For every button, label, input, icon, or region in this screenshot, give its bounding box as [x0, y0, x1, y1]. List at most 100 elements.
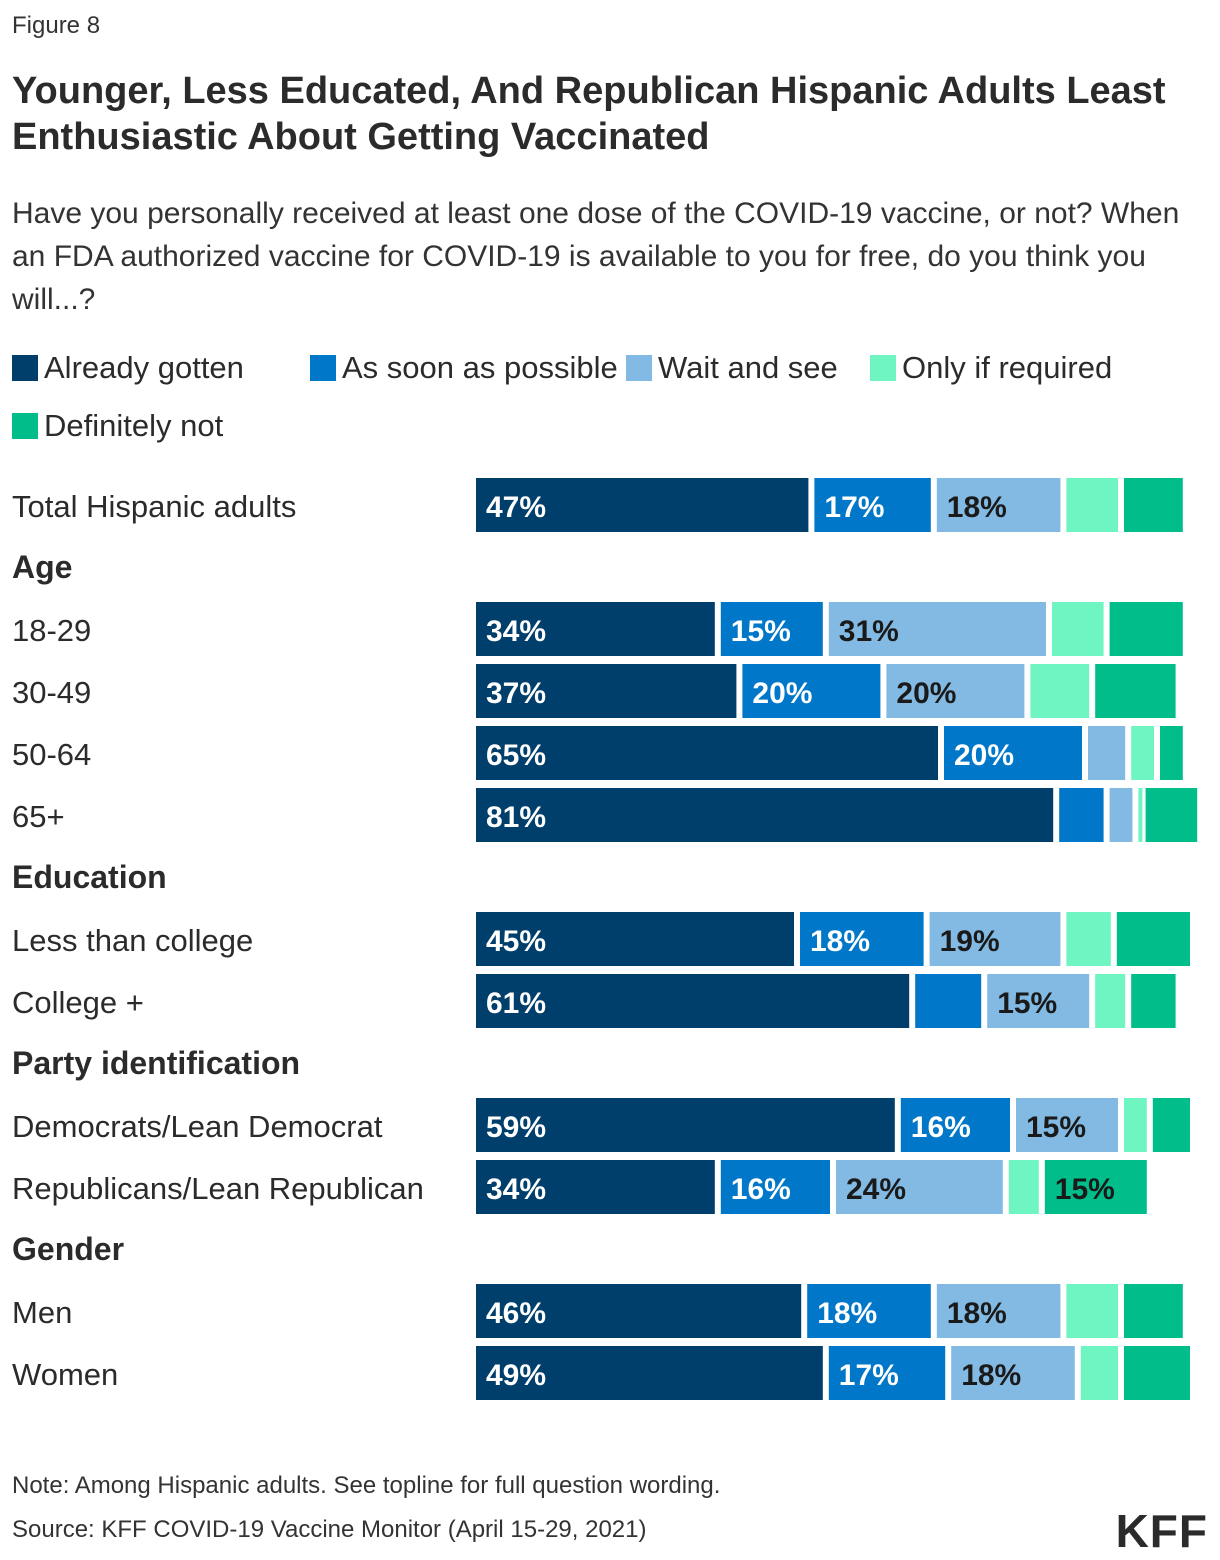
data-label: 20%	[752, 677, 812, 710]
bar-segment-only-if-required	[1131, 726, 1154, 780]
bar-segment-wait-and-see	[929, 912, 1061, 966]
data-label: 61%	[486, 987, 546, 1020]
chart-subtitle: Have you personally received at least on…	[12, 197, 1180, 316]
legend-swatch	[870, 355, 896, 381]
kff-logo: KFF	[1115, 1505, 1208, 1557]
bar-segment-only-if-required	[1008, 1160, 1039, 1214]
data-label: 17%	[824, 491, 884, 524]
bar-segment-definitely-not	[1095, 664, 1176, 718]
bar-segment-wait-and-see	[828, 602, 1046, 656]
chart-source: Source: KFF COVID-19 Vaccine Monitor (Ap…	[12, 1516, 647, 1543]
bar-segment-definitely-not	[1145, 788, 1198, 842]
bar-segment-only-if-required	[1066, 1284, 1118, 1338]
row-label: Republicans/Lean Republican	[12, 1171, 424, 1206]
data-label: 15%	[1055, 1173, 1115, 1206]
data-label: 24%	[846, 1173, 906, 1206]
bar-segment-as-soon-as-possible	[1059, 788, 1104, 842]
bar-segment-as-soon-as-possible	[915, 974, 982, 1028]
data-label: 45%	[486, 925, 546, 958]
bar-segment-definitely-not	[1109, 602, 1183, 656]
figure-label: Figure 8	[12, 12, 101, 39]
legend-swatch	[626, 355, 652, 381]
data-label: 17%	[839, 1359, 899, 1392]
bar-segment-as-soon-as-possible	[814, 478, 931, 532]
bar-segment-as-soon-as-possible	[720, 1160, 830, 1214]
legend-label: As soon as possible	[342, 350, 618, 385]
bar-segment-wait-and-see	[1016, 1098, 1118, 1152]
stacked-bar-chart: Total Hispanic adults 47% 17% 18% Age 18-29 34…	[12, 478, 1198, 1400]
data-label: 19%	[940, 925, 1000, 958]
row-label: Women	[12, 1357, 118, 1392]
row-label: Less than college	[12, 923, 253, 958]
bar-segment-only-if-required	[1080, 1346, 1118, 1400]
data-label: 47%	[486, 491, 546, 524]
bar-segment-as-soon-as-possible	[900, 1098, 1010, 1152]
legend-swatch	[12, 355, 38, 381]
data-label: 15%	[1026, 1111, 1086, 1144]
legend-item-definitely-not: Definitely not	[12, 408, 223, 444]
bar-segment-definitely-not	[1131, 974, 1176, 1028]
bar-segment-already-gotten	[476, 664, 737, 718]
bar-segment-wait-and-see	[1109, 788, 1133, 842]
bar-segment-only-if-required	[1066, 478, 1118, 532]
bar-segment-already-gotten	[476, 1284, 802, 1338]
row-label: 65+	[12, 799, 65, 834]
data-label: 15%	[997, 987, 1057, 1020]
legend-item-as-soon-as-possible: As soon as possible	[310, 350, 618, 386]
bar-segment-definitely-not	[1116, 912, 1190, 966]
data-label: 18%	[810, 925, 870, 958]
bar-segment-only-if-required	[1030, 664, 1090, 718]
bar-segment-wait-and-see	[987, 974, 1090, 1028]
data-label: 18%	[817, 1297, 877, 1330]
data-label: 20%	[896, 677, 956, 710]
bar-segment-as-soon-as-possible	[807, 1284, 931, 1338]
data-label: 65%	[486, 739, 546, 772]
data-label: 31%	[839, 615, 899, 648]
group-header: Education	[12, 859, 167, 895]
data-label: 46%	[486, 1297, 546, 1330]
data-label: 18%	[961, 1359, 1021, 1392]
bar-segment-only-if-required	[1138, 788, 1143, 842]
bar-segment-definitely-not	[1160, 726, 1183, 780]
data-label: 34%	[486, 1173, 546, 1206]
row-label: College +	[12, 985, 144, 1020]
row-label: Total Hispanic adults	[12, 489, 296, 524]
legend-swatch	[310, 355, 336, 381]
bar-segment-already-gotten	[476, 788, 1054, 842]
legend-label: Already gotten	[44, 350, 244, 385]
bar-segment-as-soon-as-possible	[800, 912, 924, 966]
legend-label: Wait and see	[658, 350, 838, 385]
row-label: Democrats/Lean Democrat	[12, 1109, 383, 1144]
data-label: 37%	[486, 677, 546, 710]
row-label: Men	[12, 1295, 72, 1330]
chart-title: Younger, Less Educated, And Republican H…	[12, 70, 1166, 158]
bar-segment-wait-and-see	[951, 1346, 1075, 1400]
bar-segment-definitely-not	[1124, 478, 1183, 532]
bar-segment-as-soon-as-possible	[828, 1346, 946, 1400]
legend-item-only-if-required: Only if required	[870, 350, 1112, 386]
bar-segment-wait-and-see	[936, 478, 1061, 532]
bar-segment-already-gotten	[476, 478, 809, 532]
bar-segment-wait-and-see	[1088, 726, 1126, 780]
bar-segment-already-gotten	[476, 1346, 823, 1400]
chart-note: Note: Among Hispanic adults. See topline…	[12, 1472, 721, 1499]
bar-segment-as-soon-as-possible	[742, 664, 881, 718]
group-header: Gender	[12, 1231, 124, 1267]
legend-item-wait-and-see: Wait and see	[626, 350, 838, 386]
bar-segment-only-if-required	[1066, 912, 1111, 966]
bar-segment-already-gotten	[476, 726, 938, 780]
group-header: Party identification	[12, 1045, 300, 1081]
bar-segment-wait-and-see	[936, 1284, 1061, 1338]
bar-segment-wait-and-see	[836, 1160, 1003, 1214]
bar-segment-definitely-not	[1124, 1346, 1190, 1400]
data-label: 16%	[911, 1111, 971, 1144]
data-label: 59%	[486, 1111, 546, 1144]
data-label: 18%	[947, 1297, 1007, 1330]
row-label: 50-64	[12, 737, 91, 772]
data-label: 16%	[731, 1173, 791, 1206]
data-label: 49%	[486, 1359, 546, 1392]
bar-segment-definitely-not	[1124, 1284, 1183, 1338]
data-label: 34%	[486, 615, 546, 648]
bar-segment-definitely-not	[1152, 1098, 1190, 1152]
bar-segment-only-if-required	[1095, 974, 1126, 1028]
